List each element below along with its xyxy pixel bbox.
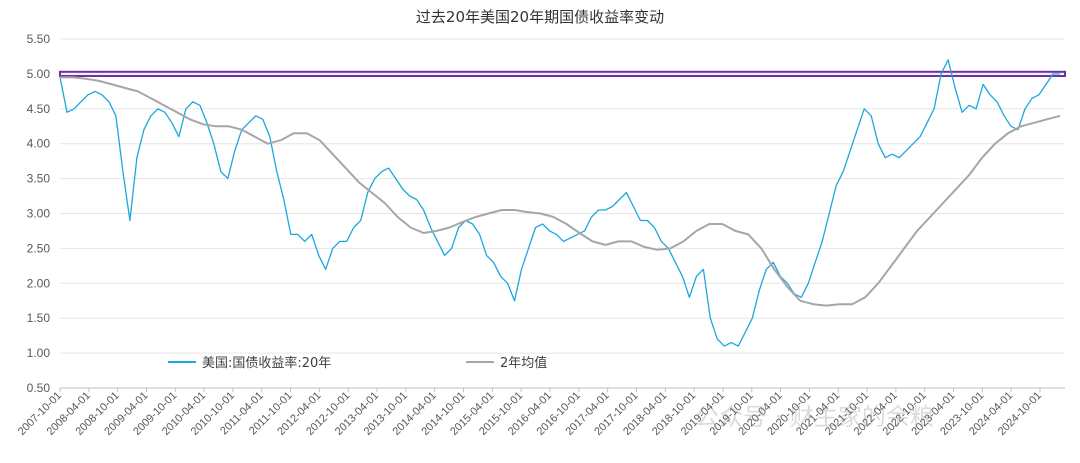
y-tick-label: 1.00 (27, 346, 51, 360)
y-tick-label: 4.00 (27, 137, 51, 151)
watermark: 公众号 · 财主家的余粮 (695, 403, 934, 431)
y-tick-label: 2.50 (27, 241, 51, 255)
y-axis: 5.50 5.00 4.50 4.00 3.50 3.00 2.50 2.00 1.50 1.00… (27, 32, 51, 395)
grid-lines (60, 38, 1065, 389)
legend-label-average: 2年均值 (500, 355, 547, 371)
y-tick-label: 1.50 (27, 311, 51, 325)
y-tick-label: 5.00 (27, 67, 51, 81)
legend-label-yield: 美国:国债收益率:20年 (202, 355, 331, 371)
series-group (59, 59, 1061, 347)
y-tick-label: 2.00 (27, 276, 51, 290)
y-tick-label: 3.00 (27, 207, 51, 221)
legend: 美国:国债收益率:20年 2年均值 (168, 355, 547, 371)
highlight-band (59, 70, 1066, 77)
y-tick-label: 4.50 (27, 102, 51, 116)
y-tick-label: 0.50 (27, 381, 51, 395)
series-line-average (60, 76, 1061, 307)
y-tick-label: 3.50 (27, 172, 51, 186)
highlight-band-rect (59, 70, 1066, 77)
chart-title: 过去20年美国20年期国债收益率变动 (416, 8, 664, 26)
y-tick-label: 5.50 (27, 32, 51, 46)
series-line-yield (59, 59, 1060, 347)
